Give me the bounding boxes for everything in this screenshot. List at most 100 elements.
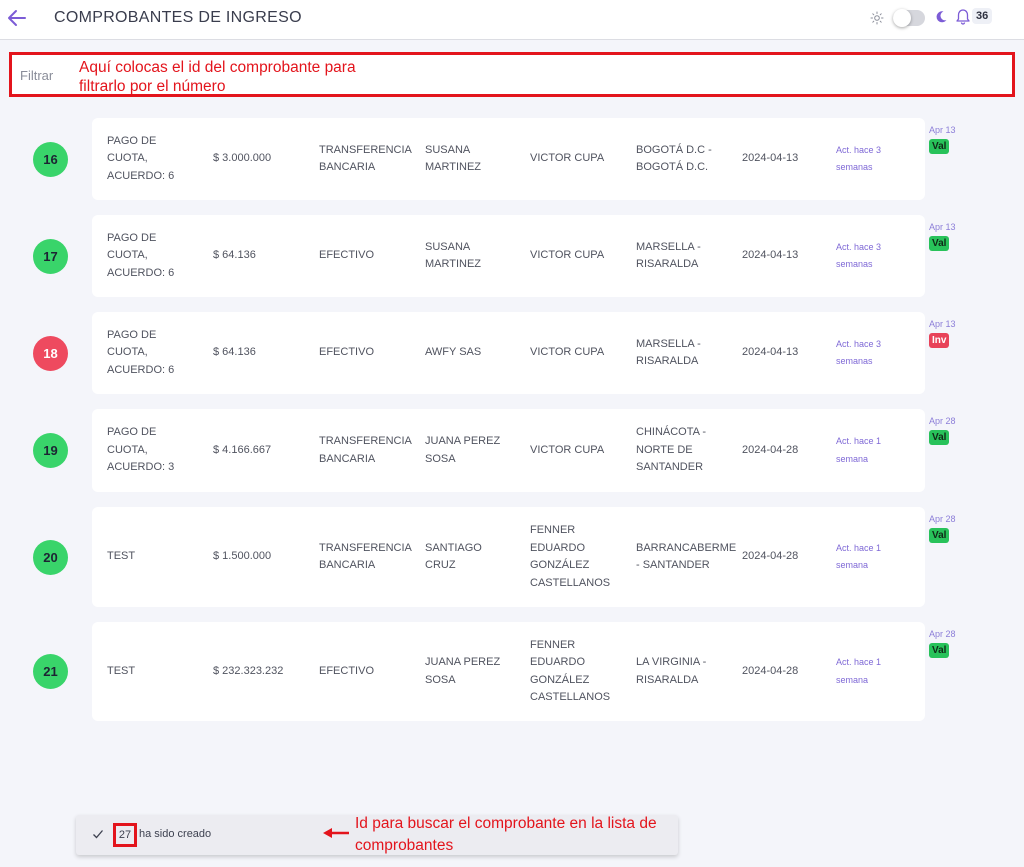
row-concept: PAGO DE CUOTA, ACUERDO: 6 xyxy=(107,215,202,297)
row-id-badge[interactable]: 17 xyxy=(33,238,68,274)
theme-toggle[interactable] xyxy=(893,9,925,27)
row-amount-text: $ 64.136 xyxy=(213,249,256,262)
row-amount: $ 1.500.000 xyxy=(213,507,308,607)
check-icon xyxy=(93,830,103,839)
row-city: CHINÁCOTA - NORTE DE SANTANDER xyxy=(636,409,736,492)
toast-message: ha sido creado xyxy=(139,828,212,840)
row-creator-line: VICTOR CUPA xyxy=(530,249,605,262)
filter-field[interactable]: Aquí colocas el id del comprobante para … xyxy=(9,52,1015,97)
row-updated-line: semanas xyxy=(836,356,873,366)
row-updated: Act. hace 3 semanas xyxy=(836,118,906,200)
row-payment-method-line: TRANSFERENCIA xyxy=(319,143,412,156)
row-updated-line: Act. hace 3 xyxy=(836,338,882,349)
receipt-row[interactable]: PAGO DE CUOTA, ACUERDO: 6 $ 64.136 EFECTIVO S… xyxy=(92,215,925,297)
row-payment-method-line: EFECTIVO xyxy=(319,664,375,677)
status-badge: Val xyxy=(929,430,950,445)
row-side-date: Apr 13 xyxy=(929,222,956,232)
row-date-text: 2024-04-28 xyxy=(742,550,799,563)
row-creator-line: CASTELLANOS xyxy=(530,691,611,703)
row-payer-line: SOSA xyxy=(425,673,456,686)
row-creator: VICTOR CUPA xyxy=(530,409,625,492)
receipt-row[interactable]: TEST $ 1.500.000 TRANSFERENCIA BANCARIA SANT… xyxy=(92,507,925,607)
row-id-badge[interactable]: 19 xyxy=(33,433,68,468)
toast-created-id: 27 xyxy=(113,823,137,847)
row-updated: Act. hace 1 semana xyxy=(836,409,906,492)
row-concept-line: CUOTA, xyxy=(107,152,148,165)
row-creator-line: VICTOR CUPA xyxy=(530,346,605,359)
row-creator-line: GONZÁLEZ xyxy=(530,673,590,686)
row-payment-method: TRANSFERENCIA BANCARIA xyxy=(319,507,419,607)
toggle-knob xyxy=(893,9,911,27)
row-concept: PAGO DE CUOTA, ACUERDO: 6 xyxy=(107,312,202,394)
row-city-line: NORTE DE xyxy=(636,443,693,456)
row-payment-method-line: EFECTIVO xyxy=(319,249,375,262)
row-concept-line: ACUERDO: 6 xyxy=(107,169,175,182)
row-concept: PAGO DE CUOTA, ACUERDO: 6 xyxy=(107,118,202,200)
bell-icon[interactable] xyxy=(955,8,971,26)
row-concept-line: TEST xyxy=(107,550,136,563)
row-city-line: MARSELLA - xyxy=(636,240,701,253)
row-payer-line: SOSA xyxy=(425,452,456,465)
row-creator: VICTOR CUPA xyxy=(530,118,625,200)
row-updated: Act. hace 1 semana xyxy=(836,507,906,607)
row-creator: FENNER EDUARDO GONZÁLEZ CASTELLANOS xyxy=(530,622,625,721)
row-amount: $ 64.136 xyxy=(213,312,308,394)
row-id-badge[interactable]: 16 xyxy=(33,141,68,177)
row-amount: $ 64.136 xyxy=(213,215,308,297)
row-city: MARSELLA - RISARALDA xyxy=(636,312,736,394)
receipt-row[interactable]: PAGO DE CUOTA, ACUERDO: 6 $ 64.136 EFECTIVO A… xyxy=(92,312,925,394)
row-updated-line: semanas xyxy=(836,162,873,172)
app-header: COMPROBANTES DE INGRESO 36 xyxy=(0,0,1024,40)
row-concept-line: CUOTA, xyxy=(107,346,148,359)
row-id-badge[interactable]: 21 xyxy=(33,654,68,689)
row-date-text: 2024-04-13 xyxy=(742,152,799,165)
row-city-line: - SANTANDER xyxy=(636,559,710,571)
row-payer-line: MARTINEZ xyxy=(425,258,482,270)
row-side-date: Apr 13 xyxy=(929,319,956,329)
row-side-date: Apr 28 xyxy=(929,629,956,639)
row-payment-method: EFECTIVO xyxy=(319,622,419,721)
row-concept-line: PAGO DE xyxy=(107,231,157,244)
row-city-line: BOGOTÁ D.C - xyxy=(636,143,712,156)
row-payment-method-line: BANCARIA xyxy=(319,559,376,571)
row-city-line: RISARALDA xyxy=(636,355,699,367)
row-concept: PAGO DE CUOTA, ACUERDO: 3 xyxy=(107,409,202,492)
row-side-date: Apr 13 xyxy=(929,125,956,135)
row-updated-line: Act. hace 1 xyxy=(836,542,882,553)
row-concept: TEST xyxy=(107,622,202,721)
row-payer: SANTIAGO CRUZ xyxy=(425,507,520,607)
receipt-row[interactable]: PAGO DE CUOTA, ACUERDO: 6 $ 3.000.000 TRANSF… xyxy=(92,118,925,200)
row-id-badge[interactable]: 18 xyxy=(33,335,68,371)
row-city-line: SANTANDER xyxy=(636,461,704,474)
status-badge: Inv xyxy=(929,333,950,348)
row-payment-method: EFECTIVO xyxy=(319,215,419,297)
row-payment-method: TRANSFERENCIA BANCARIA xyxy=(319,118,419,200)
back-arrow-icon[interactable] xyxy=(6,8,28,28)
row-creator-line: FENNER xyxy=(530,524,576,536)
row-creator-line: EDUARDO xyxy=(530,656,586,668)
status-badge: Val xyxy=(929,236,950,251)
row-id-badge[interactable]: 20 xyxy=(33,539,68,575)
row-payment-method: TRANSFERENCIA BANCARIA xyxy=(319,409,419,492)
row-date: 2024-04-13 xyxy=(742,312,822,394)
toast-notification: 27 ha sido creado Id para buscar el comp… xyxy=(76,815,678,855)
filter-input[interactable] xyxy=(20,65,80,85)
row-payer-line: CRUZ xyxy=(425,559,456,571)
row-creator-line: VICTOR CUPA xyxy=(530,152,605,165)
row-creator-line: VICTOR CUPA xyxy=(530,443,605,456)
status-badge: Val xyxy=(929,643,950,658)
page-title: COMPROBANTES DE INGRESO xyxy=(54,9,302,26)
row-concept-line: PAGO DE xyxy=(107,426,157,439)
row-date-text: 2024-04-28 xyxy=(742,443,799,456)
row-date: 2024-04-28 xyxy=(742,409,822,492)
row-amount-text: $ 64.136 xyxy=(213,346,256,359)
receipt-row[interactable]: PAGO DE CUOTA, ACUERDO: 3 $ 4.166.667 TRANSF… xyxy=(92,409,925,492)
row-concept-line: ACUERDO: 6 xyxy=(107,363,175,376)
receipt-row[interactable]: TEST $ 232.323.232 EFECTIVO JUANA PEREZ SOSA… xyxy=(92,622,925,721)
row-payer: SUSANA MARTINEZ xyxy=(425,118,520,200)
row-payer-line: SANTIAGO xyxy=(425,541,482,554)
filter-annotation: Aquí colocas el id del comprobante para … xyxy=(79,59,356,95)
row-city: LA VIRGINIA - RISARALDA xyxy=(636,622,736,721)
row-payment-method-line: TRANSFERENCIA xyxy=(319,435,412,447)
row-payment-method-line: TRANSFERENCIA xyxy=(319,541,412,554)
